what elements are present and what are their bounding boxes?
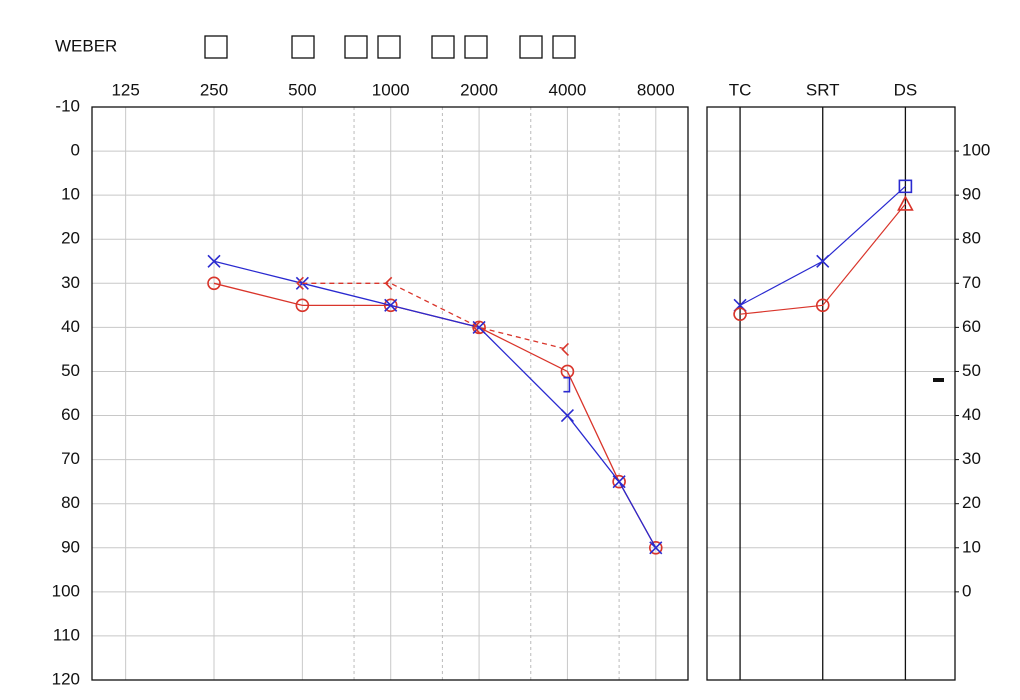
marker-circle: [733, 307, 747, 321]
marker-square: [898, 179, 913, 194]
series-line: [302, 282, 568, 351]
speech-line: [740, 203, 906, 315]
x-tick-label: 8000: [637, 80, 675, 99]
series-line: [213, 260, 657, 549]
marker-cross: [384, 298, 398, 312]
y2-tick-label: 20: [962, 493, 981, 512]
marker-less: [296, 276, 304, 290]
category-label: DS: [894, 80, 918, 99]
marker-circle: [295, 298, 310, 313]
marker-circle: [815, 298, 830, 313]
y-tick-label: 20: [61, 229, 80, 248]
y-tick-label: 70: [61, 449, 80, 468]
marker-bracket: [563, 376, 571, 393]
y2-tick-label: 90: [962, 185, 981, 204]
category-label: SRT: [806, 80, 840, 99]
y-tick-label: 110: [53, 625, 80, 644]
y-tick-label: 100: [52, 581, 80, 600]
x-tick-label: 125: [111, 80, 139, 99]
plot-frame: [91, 106, 689, 681]
marker-less: [561, 342, 569, 356]
x-tick-label: 500: [288, 80, 316, 99]
y-tick-label: -10: [55, 96, 80, 115]
y2-tick-label: 0: [962, 581, 971, 600]
indicator: [933, 378, 944, 382]
weber-boxes: [204, 35, 576, 59]
category-label: TC: [729, 80, 752, 99]
x-tick-label: 1000: [372, 80, 410, 99]
x-tick-label: 2000: [460, 80, 498, 99]
y2-tick-label: 10: [962, 537, 981, 556]
y2-tick-label: 40: [962, 405, 981, 424]
marker-cross: [816, 254, 830, 268]
marker-cross: [295, 276, 309, 290]
panel-frame: [706, 106, 956, 681]
marker-circle: [612, 474, 626, 489]
y2-tick-label: 60: [962, 317, 981, 336]
y2-tick-label: 70: [962, 273, 981, 292]
y2-tick-label: 50: [962, 361, 981, 380]
y-tick-label: 50: [61, 361, 80, 380]
y2-tick-label: 30: [962, 449, 981, 468]
marker-less: [384, 276, 393, 290]
marker-less: [472, 320, 481, 334]
y-tick-label: 0: [71, 141, 80, 160]
y-tick-label: 80: [61, 493, 80, 512]
marker-cross: [649, 541, 663, 555]
marker-circle: [207, 276, 221, 291]
y2-tick-label: 100: [962, 141, 990, 160]
y-tick-label: 40: [61, 317, 80, 336]
y-tick-label: 60: [61, 405, 80, 424]
marker-cross: [472, 320, 486, 334]
y2-tick-label: 80: [962, 229, 981, 248]
y-tick-label: 120: [52, 669, 80, 688]
marker-cross: [207, 254, 221, 268]
x-tick-label: 250: [200, 80, 228, 99]
marker-circle: [648, 540, 663, 555]
marker-triangle: [897, 195, 914, 211]
y-tick-label: 10: [61, 185, 80, 204]
marker-circle: [383, 298, 398, 313]
x-tick-label: 4000: [549, 80, 587, 99]
y-tick-label: 30: [61, 273, 80, 292]
weber-label: WEBER: [55, 36, 117, 55]
marker-cross: [560, 408, 574, 423]
marker-cross: [612, 475, 626, 489]
y-tick-label: 90: [61, 537, 80, 556]
